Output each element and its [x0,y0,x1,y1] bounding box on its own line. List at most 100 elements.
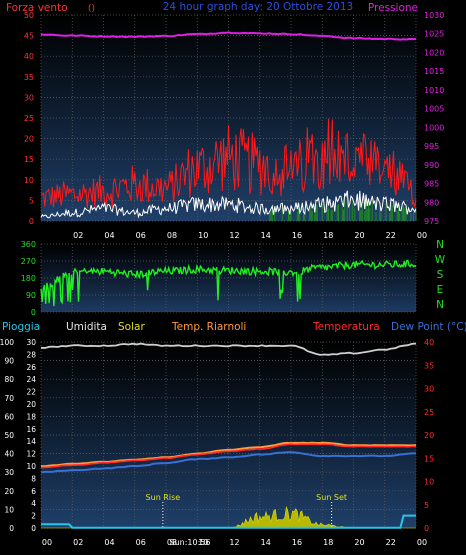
temperature-tick-label: 15 [424,454,434,463]
humidity-tick-label: 60 [4,412,14,421]
rain-tick-label: 20 [26,400,36,409]
time-tick-label: 18 [323,231,333,240]
wind-gust-line [40,118,417,209]
time-tick-label: 08 [167,538,177,547]
time-tick-label: 06 [136,538,146,547]
humidity-tick-label: 50 [4,431,14,440]
pressure-tick-label: 1020 [424,48,444,57]
time-tick-label: 02 [73,231,83,240]
humidity-tick-label: 30 [4,468,14,477]
time-tick-label: 04 [104,231,114,240]
time-tick-label: 00 [417,538,427,547]
time-tick-label: 08 [167,231,177,240]
legend-temp-riarnoli: Temp. Riarnoli [171,321,246,333]
rain-tick-label: 18 [26,412,36,421]
time-tick-label: 20 [354,231,364,240]
pressure-tick-label: 985 [424,180,439,189]
humidity-tick-label: 70 [4,394,14,403]
wind-unit: () [88,4,95,14]
pressure-tick-label: 1000 [424,123,444,132]
humidity-tick-label: 20 [4,487,14,496]
humidity-tick-label: 90 [4,357,14,366]
time-tick-label: 04 [104,538,114,547]
rain-tick-label: 2 [31,512,36,521]
compass-label: N [436,299,444,311]
rain-tick-label: 16 [26,425,36,434]
time-tick-label: 10 [198,231,208,240]
rain-tick-label: 0 [31,524,36,533]
pressure-tick-label: 975 [424,217,439,226]
legend-umidita: Umidita [66,321,107,333]
time-tick-label: 12 [229,538,239,547]
temperature-tick-label: 35 [424,361,434,370]
temperature-tick-label: 30 [424,385,434,394]
time-tick-label: 12 [229,231,239,240]
direction-tick-label: 90 [26,291,36,300]
rain-tick-label: 26 [26,363,36,372]
temperature-tick-label: 40 [424,338,434,347]
time-tick-label: 14 [261,231,271,240]
compass-label: W [435,254,446,266]
wind-tick-label: 30 [24,93,34,102]
wind-tick-label: 25 [24,114,34,123]
pressure-tick-label: 995 [424,142,439,151]
rain-line [41,514,416,529]
wind-tick-label: 15 [24,155,34,164]
rain-tick-label: 4 [31,499,36,508]
rain-tick-label: 24 [26,375,36,384]
humidity-tick-label: 0 [9,524,14,533]
pressure-tick-label: 1015 [424,67,444,76]
wind-tick-label: 50 [24,11,34,20]
pressure-title: Pressione [368,2,418,14]
graph-title: 24 hour graph day: 20 Ottobre 2013 [163,1,353,13]
time-tick-label: 10 [198,538,208,547]
wind-title: Forza vento [6,2,68,14]
humidity-tick-label: 40 [4,450,14,459]
time-tick-label: 18 [323,538,333,547]
direction-line [40,259,417,307]
wind-tick-label: 40 [24,52,34,61]
rain-tick-label: 14 [26,437,36,446]
rain-tick-label: 12 [26,450,36,459]
temperature-line [40,443,416,469]
compass-label: E [437,284,444,296]
pressure-tick-label: 1005 [424,105,444,114]
temperature-tick-label: 20 [424,431,434,440]
rain-tick-label: 8 [31,474,36,483]
direction-tick-label: 270 [21,257,36,266]
sunrise-label: Sun Rise [146,493,181,502]
time-tick-label: 16 [292,231,302,240]
wind-avg-line [40,190,417,219]
time-tick-label: 22 [386,538,396,547]
humidity-line [40,342,417,356]
pressure-tick-label: 980 [424,198,439,207]
dew-point-line [40,451,416,474]
temp-riarnoli-line [40,441,417,468]
wind-tick-label: 20 [24,135,34,144]
time-tick-label: 06 [136,231,146,240]
temperature-tick-label: 25 [424,408,434,417]
sunset-label: Sun Set [316,493,347,502]
rain-tick-label: 30 [26,338,36,347]
time-tick-label: 00 [42,538,52,547]
time-tick-label: 02 [73,538,83,547]
temperature-tick-label: 10 [424,478,434,487]
humidity-tick-label: 100 [0,338,14,347]
direction-tick-label: 0 [31,308,36,317]
compass-label: S [437,269,444,281]
time-tick-label: 22 [386,231,396,240]
wind-tick-label: 0 [29,217,34,226]
legend-temperatura: Temperatura [312,321,380,333]
sun-noon-label: Sun:10:56 [170,538,211,547]
rain-tick-label: 6 [31,487,36,496]
direction-tick-label: 360 [21,240,36,249]
time-tick-label: 00 [417,231,427,240]
rain-tick-label: 22 [26,388,36,397]
legend-dew-point: Dew Point (°C) [391,321,466,333]
pressure-tick-label: 1010 [424,86,444,95]
humidity-tick-label: 80 [4,375,14,384]
wind-tick-label: 45 [24,32,34,41]
temperature-tick-label: 5 [424,501,429,510]
pressure-tick-label: 990 [424,161,439,170]
